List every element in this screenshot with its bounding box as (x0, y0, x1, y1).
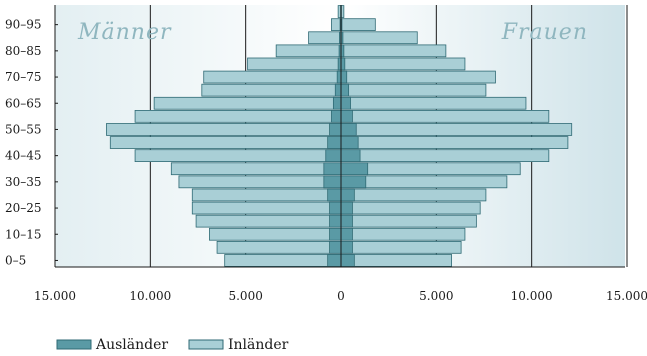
y-tick-labels: 0–5 10–15 20–25 30–35 40–45 50–55 60–65 70–75 80… (5, 18, 58, 267)
y-tick-label-1: 10–15 (5, 227, 42, 241)
bar-auslaender-maenner-4 (329, 201, 342, 215)
bar-inlaender-maenner-10 (106, 123, 342, 136)
bar-inlaender-frauen-17 (340, 31, 418, 45)
bar-inlaender-maenner-4 (191, 201, 342, 215)
y-tick-label-0: 0–5 (5, 253, 26, 267)
bar-inlaender-maenner-15 (247, 57, 342, 71)
y-tick-label-8: 80–85 (5, 44, 42, 58)
bar-inlaender-frauen-18 (340, 18, 376, 32)
bar-auslaender-maenner-5 (327, 188, 342, 202)
bar-inlaender-maenner-17 (308, 31, 342, 45)
bar-auslaender-frauen-12 (340, 96, 351, 110)
bar-auslaender-frauen-2 (340, 227, 353, 241)
bar-auslaender-frauen-9 (340, 136, 359, 149)
bar-inlaender-frauen-12 (340, 96, 527, 110)
bar-inlaender-maenner-14 (203, 70, 342, 84)
bar-inlaender-maenner-1 (216, 240, 342, 254)
x-tick-label-6: 15.000 (606, 289, 647, 303)
bar-auslaender-frauen-8 (340, 149, 361, 162)
bar-inlaender-maenner-8 (134, 149, 342, 162)
bar-auslaender-maenner-0 (327, 254, 342, 267)
legend: Ausländer Inländer (56, 337, 289, 353)
y-tick-label-3: 30–35 (5, 175, 42, 189)
bar-inlaender-maenner-11 (134, 110, 342, 123)
bar-auslaender-maenner-3 (329, 214, 342, 228)
x-tick-label-5: 10.000 (511, 289, 553, 303)
bar-auslaender-frauen-5 (340, 188, 355, 202)
bar-inlaender-frauen-8 (340, 149, 550, 162)
y-tick-label-6: 60–65 (5, 96, 42, 110)
bar-inlaender-maenner-18 (331, 18, 342, 32)
bar-auslaender-frauen-7 (340, 162, 369, 176)
bar-auslaender-maenner-14 (336, 70, 342, 84)
bar-auslaender-frauen-6 (340, 175, 367, 189)
bar-inlaender-frauen-2 (340, 227, 466, 241)
bar-auslaender-frauen-3 (340, 214, 353, 228)
legend-swatch-inlaender (188, 339, 224, 350)
x-tick-label-1: 10.000 (129, 289, 171, 303)
bar-auslaender-maenner-13 (334, 83, 342, 97)
bars (106, 5, 573, 267)
bar-auslaender-maenner-6 (323, 175, 342, 189)
x-tick-label-4: 5.000 (419, 289, 453, 303)
bar-inlaender-frauen-10 (340, 123, 573, 136)
legend-label-auslaender: Ausländer (95, 337, 168, 353)
x-tick-label-2: 5.000 (228, 289, 262, 303)
bar-inlaender-maenner-5 (191, 188, 342, 202)
bar-inlaender-maenner-7 (170, 162, 342, 176)
x-tick-labels: 15.000 10.000 5.000 0 5.000 10.000 15.000 (34, 289, 647, 303)
bar-auslaender-frauen-10 (340, 123, 357, 136)
bar-inlaender-maenner-13 (201, 83, 342, 97)
bar-auslaender-frauen-14 (340, 70, 348, 84)
bar-inlaender-maenner-16 (275, 44, 342, 58)
bar-auslaender-frauen-0 (340, 254, 355, 267)
bar-auslaender-maenner-10 (329, 123, 342, 136)
bar-inlaender-maenner-9 (109, 136, 342, 149)
y-tick-label-2: 20–25 (5, 201, 42, 215)
bar-inlaender-maenner-2 (209, 227, 342, 241)
bar-inlaender-frauen-11 (340, 110, 550, 123)
bar-inlaender-frauen-9 (340, 136, 569, 149)
bar-auslaender-frauen-4 (340, 201, 353, 215)
bar-inlaender-maenner-12 (153, 96, 342, 110)
bar-auslaender-maenner-9 (327, 136, 342, 149)
bar-auslaender-frauen-13 (340, 83, 350, 97)
bar-inlaender-maenner-6 (178, 175, 342, 189)
side-title-right: Frauen (501, 20, 588, 45)
bar-auslaender-frauen-1 (340, 240, 353, 254)
bar-auslaender-maenner-1 (329, 240, 342, 254)
bar-auslaender-maenner-7 (323, 162, 342, 176)
bar-auslaender-maenner-2 (329, 227, 342, 241)
y-tick-label-5: 50–55 (5, 122, 42, 136)
bar-auslaender-maenner-11 (331, 110, 342, 123)
y-tick-label-4: 40–45 (5, 149, 42, 163)
bar-inlaender-frauen-4 (340, 201, 481, 215)
bar-inlaender-maenner-3 (195, 214, 342, 228)
bar-auslaender-frauen-15 (340, 57, 346, 71)
bar-inlaender-frauen-13 (340, 83, 487, 97)
bar-inlaender-frauen-16 (340, 44, 447, 58)
bar-inlaender-maenner-0 (224, 254, 342, 267)
bar-inlaender-frauen-14 (340, 70, 496, 84)
bar-auslaender-frauen-11 (340, 110, 353, 123)
bar-auslaender-maenner-12 (332, 96, 342, 110)
bar-inlaender-frauen-15 (340, 57, 466, 71)
bar-auslaender-maenner-8 (325, 149, 342, 162)
legend-label-inlaender: Inländer (228, 337, 289, 353)
x-tick-label-0: 15.000 (34, 289, 76, 303)
side-title-left: Männer (77, 20, 172, 45)
y-tick-label-7: 70–75 (5, 70, 42, 84)
legend-swatch-auslaender (56, 339, 92, 350)
bar-inlaender-frauen-0 (340, 254, 452, 267)
bar-inlaender-frauen-1 (340, 240, 462, 254)
y-tick-label-9: 90–95 (5, 18, 42, 32)
bar-inlaender-frauen-5 (340, 188, 487, 202)
x-tick-label-3: 0 (337, 289, 345, 303)
bar-inlaender-frauen-3 (340, 214, 477, 228)
